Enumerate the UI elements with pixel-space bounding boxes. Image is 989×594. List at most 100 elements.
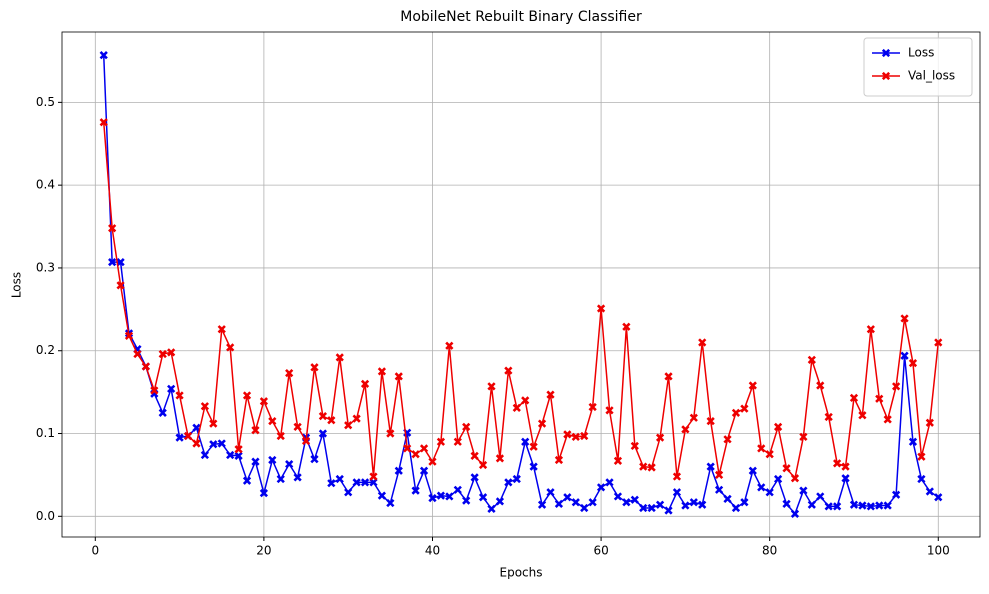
marker <box>765 450 774 459</box>
marker <box>689 413 698 422</box>
marker <box>765 488 774 497</box>
marker <box>242 476 252 485</box>
marker <box>167 384 176 393</box>
marker <box>226 343 235 352</box>
marker <box>403 444 412 453</box>
marker <box>487 504 496 513</box>
legend-marker <box>881 71 891 81</box>
marker <box>681 501 690 510</box>
marker <box>428 493 437 503</box>
marker <box>537 419 547 428</box>
x-tick-label: 60 <box>593 544 608 558</box>
marker <box>504 366 513 375</box>
marker <box>824 502 833 511</box>
marker <box>605 478 614 487</box>
marker <box>478 460 488 470</box>
marker <box>630 495 639 504</box>
marker <box>782 499 791 509</box>
marker <box>335 474 344 484</box>
marker <box>276 474 285 484</box>
x-tick-label: 0 <box>91 544 99 558</box>
marker <box>470 451 479 460</box>
y-tick-label: 0.5 <box>36 95 55 109</box>
marker <box>925 418 934 427</box>
marker <box>900 314 909 323</box>
marker <box>445 341 454 350</box>
marker <box>504 478 513 487</box>
marker <box>546 390 555 399</box>
marker <box>689 498 698 507</box>
marker <box>470 473 479 482</box>
marker <box>596 483 606 492</box>
marker <box>849 500 859 509</box>
marker <box>866 502 875 511</box>
marker <box>192 439 201 448</box>
marker <box>192 423 201 432</box>
marker <box>816 492 825 501</box>
marker <box>276 431 285 441</box>
marker <box>521 437 530 446</box>
line <box>102 55 939 516</box>
marker <box>807 355 816 364</box>
marker <box>790 474 800 483</box>
marker <box>655 433 665 442</box>
marker <box>757 483 766 492</box>
marker <box>478 493 488 502</box>
marker <box>917 452 926 461</box>
marker <box>546 488 555 497</box>
marker <box>259 489 269 498</box>
marker <box>596 304 606 313</box>
marker <box>858 411 867 420</box>
marker <box>369 472 378 481</box>
marker <box>908 437 918 446</box>
marker <box>158 349 167 359</box>
marker <box>706 416 715 426</box>
marker <box>344 488 353 497</box>
marker <box>141 362 150 371</box>
marker <box>892 490 901 499</box>
marker <box>268 455 277 465</box>
marker <box>698 338 707 347</box>
marker <box>327 416 336 425</box>
chart-title: MobileNet Rebuilt Binary Classifier <box>400 9 642 25</box>
marker <box>892 382 901 391</box>
marker <box>841 474 850 483</box>
marker <box>394 466 403 475</box>
x-tick-label: 20 <box>256 544 271 558</box>
marker <box>209 419 218 428</box>
marker <box>226 450 235 460</box>
marker <box>428 457 437 466</box>
marker <box>672 488 682 497</box>
marker <box>934 493 943 502</box>
marker <box>377 367 387 376</box>
marker <box>445 492 454 501</box>
marker <box>655 500 665 509</box>
marker <box>554 499 564 509</box>
marker <box>588 402 597 412</box>
line <box>102 122 940 480</box>
marker <box>799 486 808 495</box>
marker <box>512 403 521 412</box>
marker <box>731 503 741 513</box>
marker <box>521 396 530 405</box>
marker <box>782 464 791 473</box>
y-tick-label: 0.1 <box>36 426 55 440</box>
marker <box>858 501 867 510</box>
marker <box>453 437 462 446</box>
marker <box>310 455 319 464</box>
marker <box>647 463 656 472</box>
marker <box>108 258 117 267</box>
marker <box>158 408 167 417</box>
plot-frame <box>61 31 981 538</box>
marker <box>116 281 125 290</box>
marker <box>554 455 564 465</box>
marker <box>832 502 842 511</box>
marker <box>462 496 471 505</box>
marker <box>580 503 589 513</box>
marker <box>706 462 715 471</box>
marker <box>335 353 344 362</box>
marker <box>436 437 446 446</box>
marker <box>209 440 218 449</box>
marker <box>934 338 943 347</box>
marker <box>605 406 614 415</box>
